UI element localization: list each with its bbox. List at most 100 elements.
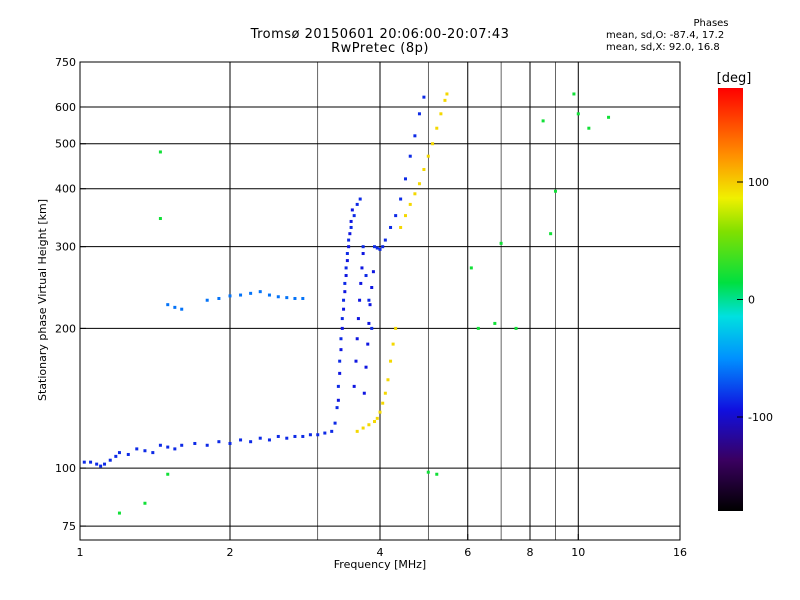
echo-point (135, 447, 139, 451)
echo-point (355, 202, 359, 206)
echo-point (417, 112, 421, 116)
echo-point (435, 472, 439, 476)
echo-point (389, 359, 393, 363)
echo-point (364, 365, 368, 369)
echo-point (343, 290, 347, 294)
echo-point (348, 232, 352, 236)
echo-point (166, 303, 170, 307)
y-tick-label: 300 (55, 241, 76, 254)
echo-point (403, 214, 407, 218)
x-tick-label: 10 (571, 546, 585, 559)
echo-point (95, 462, 99, 466)
y-tick-label: 100 (55, 462, 76, 475)
colorbar-tick-label: 100 (748, 176, 769, 189)
echo-point (408, 154, 412, 158)
colorbar-ticks: 100 0 -100 (737, 176, 773, 424)
chart-subtitle: RwPretec (8p) (331, 41, 429, 56)
echo-point (82, 460, 86, 464)
colorbar-unit-label: [deg] (717, 71, 752, 86)
echo-point (445, 92, 449, 96)
echo-point (258, 290, 262, 294)
echo-point (335, 406, 339, 410)
echo-point (375, 246, 379, 250)
echo-point (439, 112, 443, 116)
x-tick-label: 2 (227, 546, 234, 559)
echo-point (607, 115, 611, 119)
y-tick-label: 400 (55, 183, 76, 196)
x-tick-label: 8 (527, 546, 534, 559)
echo-point (358, 298, 362, 302)
echo-point (345, 259, 349, 263)
echo-point (293, 296, 297, 300)
y-tick-label: 750 (55, 56, 76, 69)
echo-point (343, 281, 347, 285)
echo-point (378, 410, 382, 414)
echo-point (355, 337, 359, 341)
phase-o-mode-stats: mean, sd,O: -87.4, 17.2 (606, 30, 725, 41)
echo-point (413, 134, 417, 138)
echo-point (126, 452, 130, 456)
echo-point (249, 291, 253, 295)
echo-point (151, 451, 155, 455)
echo-point (367, 423, 371, 427)
echo-point (143, 501, 147, 505)
echo-point (99, 464, 103, 468)
echo-point (333, 421, 337, 425)
echo-point (572, 92, 576, 96)
echo-point (408, 202, 412, 206)
echo-point (359, 281, 363, 285)
x-tick-label: 16 (673, 546, 687, 559)
echo-point (158, 443, 162, 447)
echo-point (394, 326, 398, 330)
echo-point (276, 434, 280, 438)
colorbar-tick-label: 0 (748, 294, 755, 307)
phase-colorbar: [deg] 100 0 -100 (717, 71, 773, 511)
echo-point (267, 438, 271, 442)
plot-axes: 1 2 4 6 8 10 16 75 100 200 300 400 500 600 750 (55, 56, 687, 559)
echo-point (373, 245, 377, 249)
echo-point (336, 398, 340, 402)
echo-point (371, 270, 375, 274)
echo-point (345, 252, 349, 256)
echo-point (103, 462, 107, 466)
echo-point (228, 294, 232, 298)
y-tick-label: 500 (55, 138, 76, 151)
echo-point (293, 434, 297, 438)
echo-point (117, 511, 121, 515)
echo-point (193, 441, 197, 445)
x-tick-label: 6 (464, 546, 471, 559)
echo-point (375, 416, 379, 420)
echo-point (368, 303, 372, 307)
echo-point (239, 293, 243, 297)
echo-point (361, 252, 365, 256)
echo-point (205, 443, 209, 447)
echo-point (469, 266, 473, 270)
x-axis-label: Frequency [MHz] (334, 558, 426, 571)
echo-point (349, 219, 353, 223)
echo-point (367, 298, 371, 302)
echo-point (499, 241, 503, 245)
echo-point (342, 298, 346, 302)
echo-point (426, 470, 430, 474)
chart-title: Tromsø 20150601 20:06:00-20:07:43 (250, 27, 510, 42)
x-tick-label: 1 (77, 546, 84, 559)
echo-point (166, 445, 170, 449)
echo-point (108, 458, 112, 462)
echo-point (352, 214, 356, 218)
echo-point (514, 326, 518, 330)
echo-point (173, 305, 177, 309)
phase-heading: Phases (693, 18, 729, 29)
echo-point (576, 112, 580, 116)
echo-point (228, 441, 232, 445)
echo-point (347, 245, 351, 249)
echo-point (431, 142, 435, 146)
echo-point (373, 420, 377, 424)
echo-point (361, 426, 365, 430)
echo-point (443, 98, 447, 102)
echo-point (350, 208, 354, 212)
echo-point (354, 359, 358, 363)
echo-point (403, 177, 407, 181)
echo-point (205, 298, 209, 302)
